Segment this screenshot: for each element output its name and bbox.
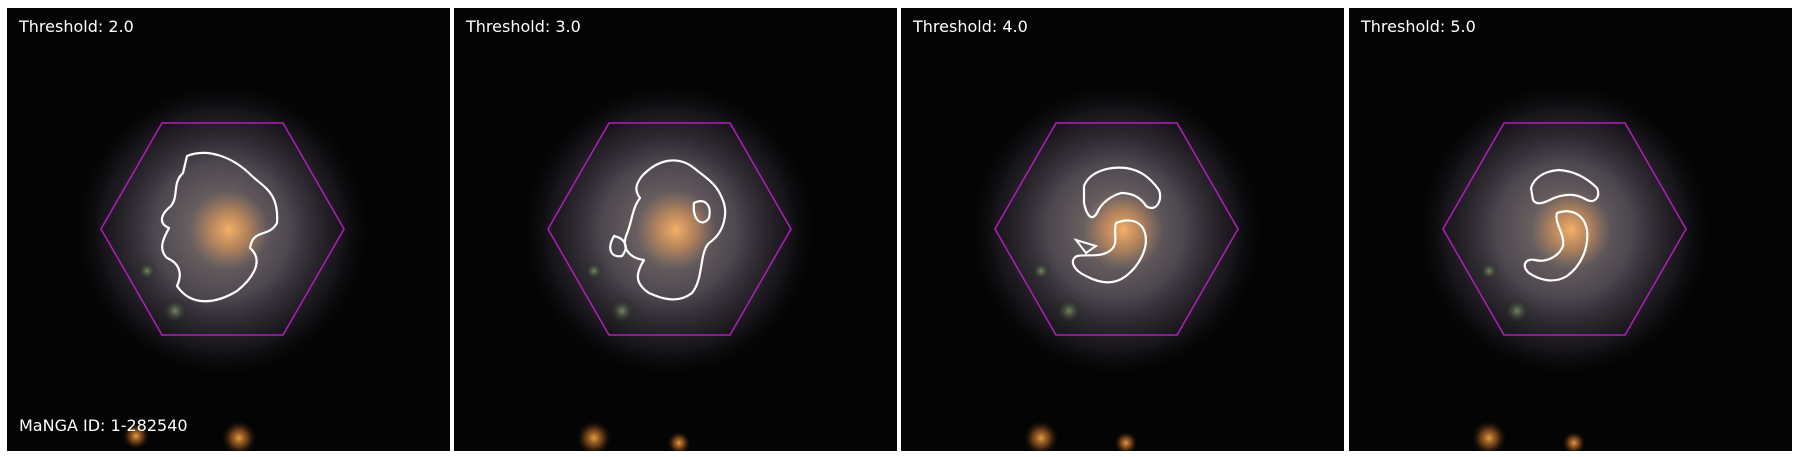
ifu-hexagon bbox=[994, 122, 1239, 336]
ifu-hexagon bbox=[1442, 122, 1687, 336]
image-panel-threshold-4: Threshold: 4.0 bbox=[901, 8, 1344, 451]
image-panel-threshold-5: Threshold: 5.0 bbox=[1349, 8, 1792, 451]
threshold-contour bbox=[1082, 166, 1162, 219]
threshold-label: Threshold: 4.0 bbox=[913, 17, 1028, 36]
image-panel-threshold-3: Threshold: 3.0 bbox=[454, 8, 897, 451]
galaxy-image bbox=[901, 8, 1344, 451]
image-panel-threshold-2: Threshold: 2.0 MaNGA ID: 1-282540 bbox=[7, 8, 450, 451]
threshold-label: Threshold: 2.0 bbox=[19, 17, 134, 36]
galaxy-core bbox=[636, 190, 716, 270]
galaxy-image bbox=[7, 8, 450, 451]
foreground-star bbox=[1023, 420, 1059, 451]
foreground-star bbox=[576, 420, 612, 451]
threshold-label: Threshold: 3.0 bbox=[466, 17, 581, 36]
foreground-star bbox=[1471, 420, 1507, 451]
galaxy-core bbox=[1531, 190, 1611, 270]
galaxy-image bbox=[454, 8, 897, 451]
foreground-star bbox=[221, 420, 257, 451]
threshold-contour-inner bbox=[692, 200, 711, 224]
galaxy-core bbox=[189, 190, 269, 270]
threshold-contour bbox=[160, 151, 279, 303]
ifu-hexagon bbox=[100, 122, 345, 336]
ifu-hexagon bbox=[547, 122, 792, 336]
threshold-contour bbox=[623, 159, 727, 301]
manga-id-label: MaNGA ID: 1-282540 bbox=[19, 416, 188, 435]
galaxy-core bbox=[1083, 190, 1163, 270]
threshold-contour bbox=[1529, 168, 1600, 205]
threshold-label: Threshold: 5.0 bbox=[1361, 17, 1476, 36]
galaxy-image bbox=[1349, 8, 1792, 451]
